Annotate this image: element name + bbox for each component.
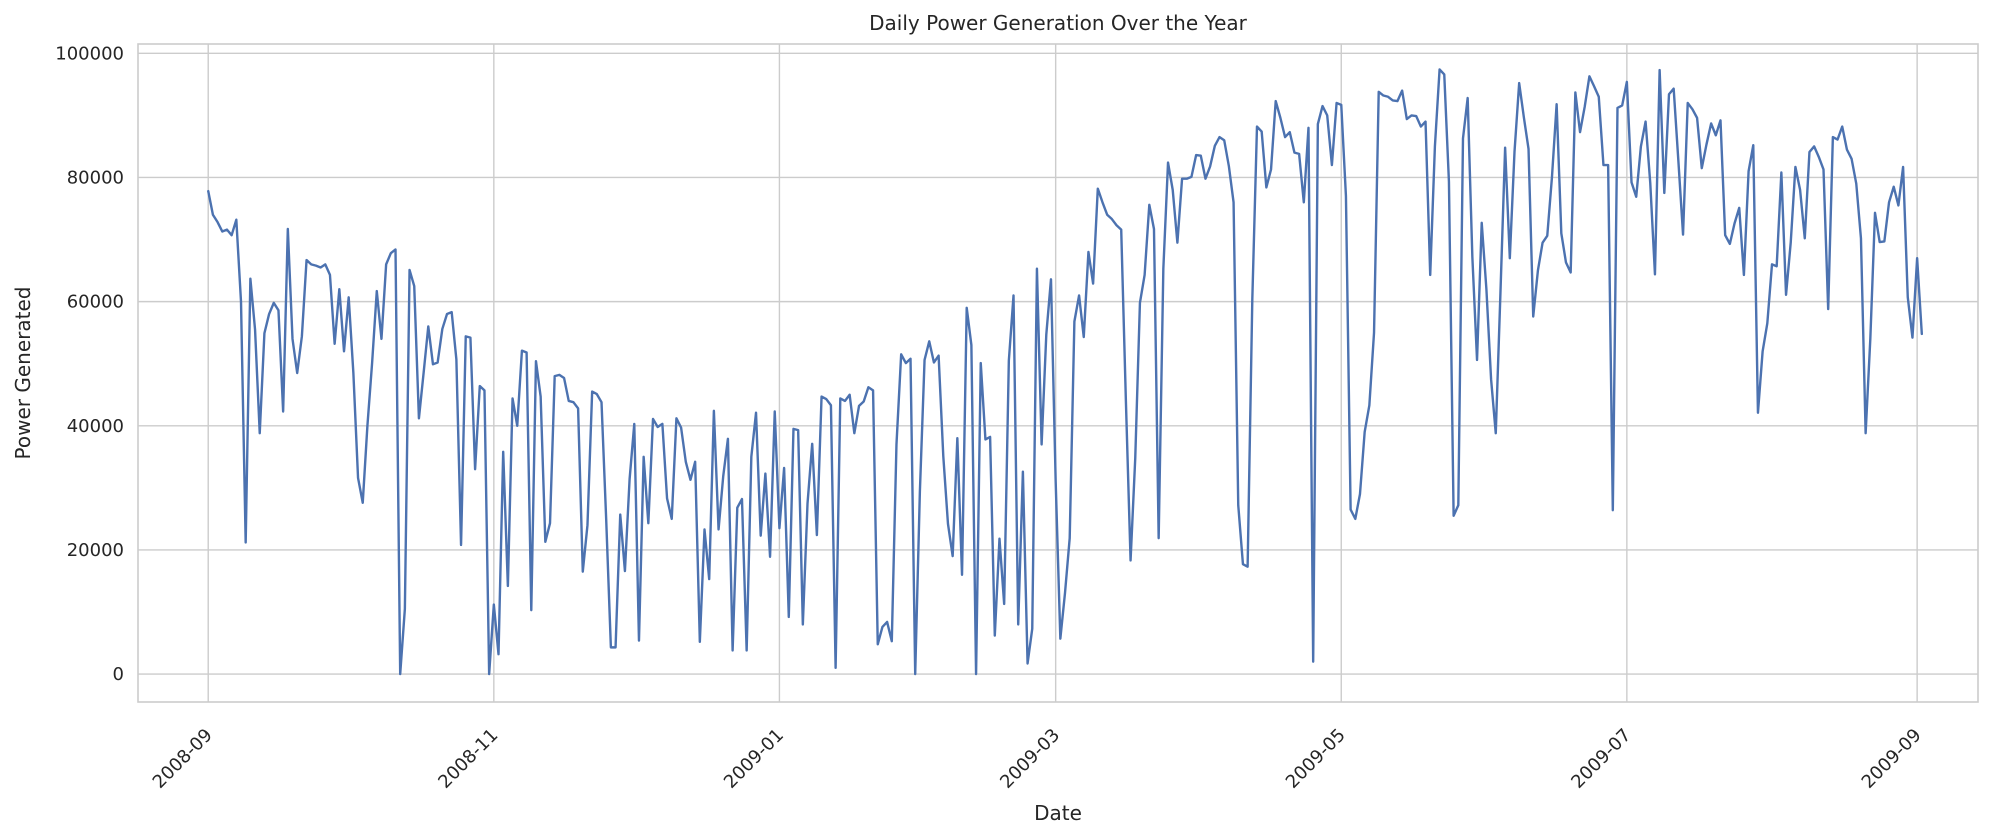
x-tick-label: 2009-09	[1858, 725, 1926, 793]
y-tick-label: 80000	[67, 167, 124, 188]
plot-area-frame	[137, 43, 1979, 703]
y-axis-ticks: 0 20000 40000 60000 80000 100000	[55, 43, 124, 685]
x-tick-label: 2008-09	[149, 725, 217, 793]
chart-title: Daily Power Generation Over the Year	[869, 11, 1247, 35]
x-tick-label: 2009-03	[996, 725, 1064, 793]
y-tick-label: 40000	[67, 416, 124, 437]
y-tick-label: 100000	[55, 43, 124, 64]
x-gridlines	[207, 44, 1918, 702]
x-tick-label: 2009-01	[720, 725, 788, 793]
x-axis-ticks: 2008-09 2008-11 2009-01 2009-03 2009-05 2009-…	[149, 725, 1926, 793]
y-tick-label: 0	[113, 664, 124, 685]
y-gridlines	[138, 52, 1978, 675]
series-line-power-generated	[207, 68, 1924, 676]
y-axis-label: Power Generated	[11, 287, 35, 460]
y-tick-label: 60000	[67, 292, 124, 313]
y-tick-label: 20000	[67, 540, 124, 561]
x-axis-label: Date	[1034, 801, 1082, 825]
x-tick-label: 2009-07	[1567, 725, 1635, 793]
x-tick-label: 2008-11	[434, 725, 502, 793]
x-tick-label: 2009-05	[1282, 725, 1350, 793]
